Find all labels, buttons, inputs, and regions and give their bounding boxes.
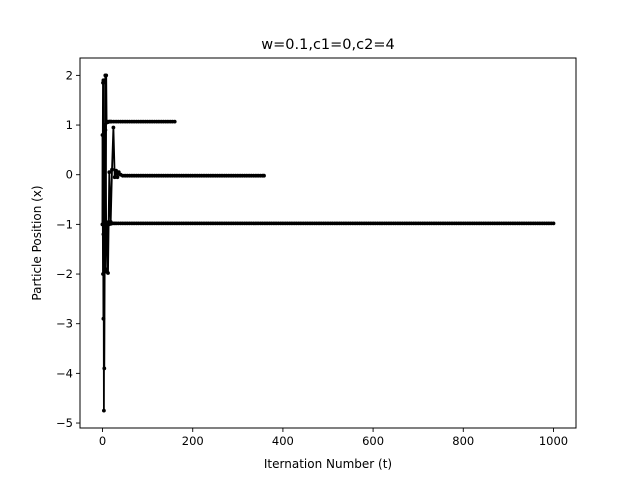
data-point: [262, 173, 266, 178]
y-axis-label: Particle Position (x): [30, 185, 44, 300]
data-point: [102, 408, 106, 413]
x-tick-label: 400: [272, 434, 294, 448]
data-point: [172, 119, 177, 124]
data-point: [101, 316, 106, 321]
x-tick-label: 200: [182, 434, 204, 448]
series-group: [100, 73, 556, 413]
data-point: [104, 225, 109, 229]
y-tick-label: −1: [56, 217, 73, 231]
data-point: [111, 125, 116, 130]
y-tick-label: 1: [66, 118, 73, 132]
x-tick-label: 1000: [539, 434, 568, 448]
data-point: [102, 123, 106, 127]
plot-frame: [79, 57, 577, 429]
y-tick-label: −4: [56, 366, 73, 380]
x-tick-label: 800: [452, 434, 474, 448]
data-point: [101, 80, 105, 85]
data-point: [101, 232, 106, 237]
y-tick-label: −2: [56, 267, 73, 281]
y-axis: −5 −4 −3 −2 −1 0 1 2: [56, 68, 80, 430]
x-tick-label: 600: [362, 434, 384, 448]
data-point: [115, 175, 120, 180]
data-point: [106, 271, 110, 275]
y-tick-label: −3: [56, 317, 73, 331]
y-tick-label: 0: [66, 168, 73, 182]
chart-title: w=0.1,c1=0,c2=4: [261, 37, 394, 53]
data-point: [103, 73, 108, 78]
data-point: [103, 128, 108, 132]
x-axis: 0 200 400 600 800 1000: [99, 428, 568, 448]
data-point: [112, 175, 117, 180]
data-point: [102, 267, 107, 271]
data-point: [110, 167, 114, 172]
data-point: [107, 170, 112, 175]
data-point: [100, 222, 105, 227]
x-axis-label: Iternation Number (t): [264, 457, 392, 471]
x-tick-label: 0: [99, 434, 106, 448]
y-tick-label: 2: [66, 68, 73, 82]
data-point: [551, 221, 556, 226]
y-tick-label: −5: [56, 416, 73, 430]
data-point: [102, 366, 107, 371]
data-point: [101, 133, 105, 137]
